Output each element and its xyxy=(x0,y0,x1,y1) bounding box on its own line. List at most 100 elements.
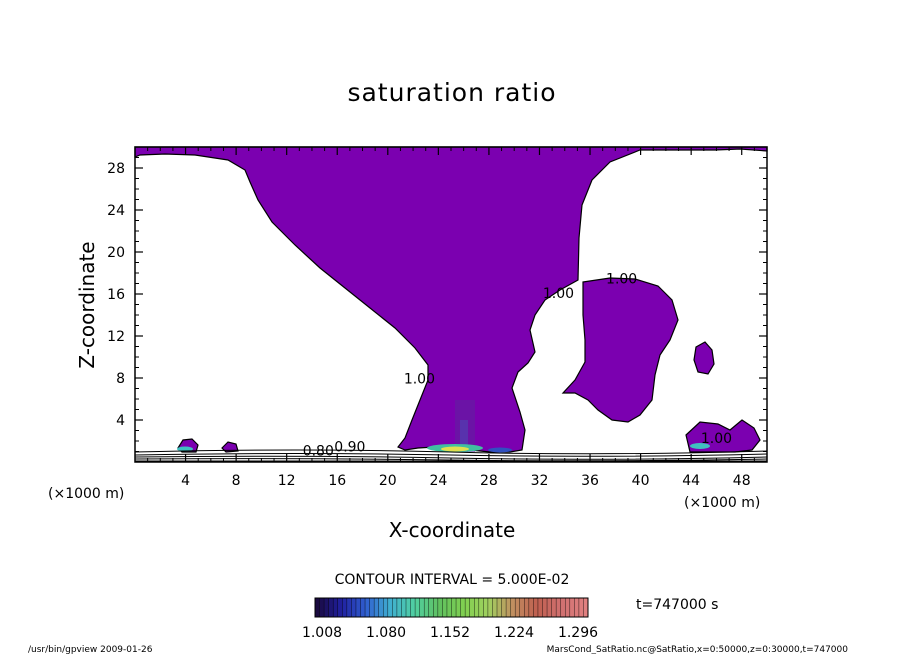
colorbar-swatch xyxy=(351,598,357,617)
x-tick-label: 20 xyxy=(379,473,397,489)
colorbar-swatch xyxy=(369,598,375,617)
colorbar-swatch xyxy=(319,598,325,617)
x-tick-label: 4 xyxy=(181,473,190,489)
colorbar-swatch xyxy=(419,598,425,617)
colorbar-swatch xyxy=(383,598,389,617)
colorbar-swatch xyxy=(342,598,348,617)
y-tick-label: 8 xyxy=(116,371,125,387)
colorbar-ticks: 1.008 1.080 1.152 1.224 1.296 xyxy=(302,625,598,641)
x-tick-label: 36 xyxy=(581,473,599,489)
colorbar-swatch xyxy=(574,598,580,617)
colorbar-swatch xyxy=(328,598,334,617)
x-tick-label: 32 xyxy=(531,473,549,489)
colorbar-swatch xyxy=(424,598,430,617)
contour-label: 1.00 xyxy=(404,371,435,387)
x-axis: 4 8 12 16 20 24 28 32 36 40 44 48 xyxy=(147,147,755,489)
contour-label: 1.00 xyxy=(543,286,574,302)
x-tick-label: 8 xyxy=(232,473,241,489)
colorbar-swatch xyxy=(501,598,507,617)
colorbar-swatch xyxy=(465,598,470,617)
small-blob-region xyxy=(693,341,715,375)
colorbar-swatch xyxy=(337,598,343,617)
colorbar-tick-label: 1.080 xyxy=(366,625,406,641)
contour-label: 1.00 xyxy=(701,431,732,447)
footer-right: MarsCond_SatRatio.nc@SatRatio,x=0:50000,… xyxy=(547,645,849,654)
x-tick-label: 12 xyxy=(278,473,296,489)
chart-title: saturation ratio xyxy=(347,78,556,107)
colorbar-swatch xyxy=(542,598,548,617)
supersaturation-hotspots xyxy=(177,400,710,453)
colorbar-swatch xyxy=(346,598,352,617)
colorbar-swatch xyxy=(556,598,561,617)
y-tick-label: 12 xyxy=(107,329,125,345)
contour-interval: CONTOUR INTERVAL = 5.000E-02 xyxy=(335,572,570,588)
colorbar-swatch xyxy=(478,598,484,617)
colorbar-swatch xyxy=(360,598,366,617)
y-tick-label: 16 xyxy=(107,287,125,303)
contour-label: 0.90 xyxy=(334,440,365,456)
colorbar-swatch xyxy=(365,598,370,617)
x-tick-label: 24 xyxy=(429,473,447,489)
colorbar-swatch xyxy=(497,598,502,617)
colorbar-swatch xyxy=(406,598,411,617)
colorbar-swatch xyxy=(565,598,571,617)
time-label: t=747000 s xyxy=(636,597,718,613)
colorbar-swatch xyxy=(578,598,584,617)
saturation-region xyxy=(134,146,768,453)
colorbar-swatch xyxy=(333,598,339,617)
colorbar-swatch xyxy=(374,598,379,617)
colorbar xyxy=(314,597,589,618)
lower-left-region-2 xyxy=(221,441,239,453)
x-tick-label: 40 xyxy=(632,473,650,489)
colorbar-swatch xyxy=(446,598,452,617)
colorbar-swatch xyxy=(510,598,516,617)
colorbar-swatch xyxy=(528,598,534,617)
colorbar-swatch xyxy=(437,598,443,617)
right-lobe-region xyxy=(561,277,679,423)
y-axis-unit: (×1000 m) xyxy=(48,486,124,502)
y-tick-label: 28 xyxy=(107,161,125,177)
x-tick-label: 16 xyxy=(328,473,346,489)
footer-left: /usr/bin/gpview 2009-01-26 xyxy=(28,645,153,654)
colorbar-swatch xyxy=(401,598,407,617)
colorbar-swatch xyxy=(533,598,539,617)
colorbar-swatch xyxy=(451,598,457,617)
colorbar-swatch xyxy=(506,598,511,617)
colorbar-tick-label: 1.296 xyxy=(558,625,598,641)
x-tick-label: 44 xyxy=(682,473,700,489)
colorbar-swatch xyxy=(560,598,566,617)
colorbar-swatch xyxy=(387,598,393,617)
colorbar-tick-label: 1.152 xyxy=(430,625,470,641)
colorbar-swatch xyxy=(415,598,420,617)
x-axis-label: X-coordinate xyxy=(389,518,516,542)
colorbar-swatch xyxy=(519,598,525,617)
colorbar-swatch xyxy=(469,598,475,617)
colorbar-swatch xyxy=(492,598,498,617)
colorbar-swatch xyxy=(483,598,489,617)
y-tick-label: 4 xyxy=(116,413,125,429)
x-tick-label: 28 xyxy=(480,473,498,489)
colorbar-swatch xyxy=(392,598,398,617)
colorbar-swatch xyxy=(396,598,402,617)
colorbar-swatch xyxy=(583,598,589,617)
y-axis: 4 8 12 16 20 24 28 xyxy=(107,157,767,452)
colorbar-swatch xyxy=(515,598,521,617)
colorbar-swatch xyxy=(524,598,530,617)
colorbar-swatch xyxy=(315,598,320,617)
contour-label: 1.00 xyxy=(606,272,637,288)
colorbar-swatch xyxy=(537,598,543,617)
colorbar-swatch xyxy=(474,598,480,617)
colorbar-swatch xyxy=(410,598,416,617)
contour-label: 0.80 xyxy=(303,444,334,460)
colorbar-swatch xyxy=(551,598,557,617)
colorbar-tick-label: 1.224 xyxy=(494,625,534,641)
colorbar-swatch xyxy=(569,598,575,617)
colorbar-frame xyxy=(314,597,589,618)
colorbar-swatch xyxy=(487,598,493,617)
colorbar-swatch xyxy=(456,598,461,617)
colorbar-swatch xyxy=(428,598,434,617)
y-tick-label: 24 xyxy=(107,203,125,219)
colorbar-swatch xyxy=(433,598,439,617)
contour-labels: 1.00 1.00 1.00 1.00 0.900.80 xyxy=(303,272,732,460)
colorbar-swatch xyxy=(460,598,466,617)
